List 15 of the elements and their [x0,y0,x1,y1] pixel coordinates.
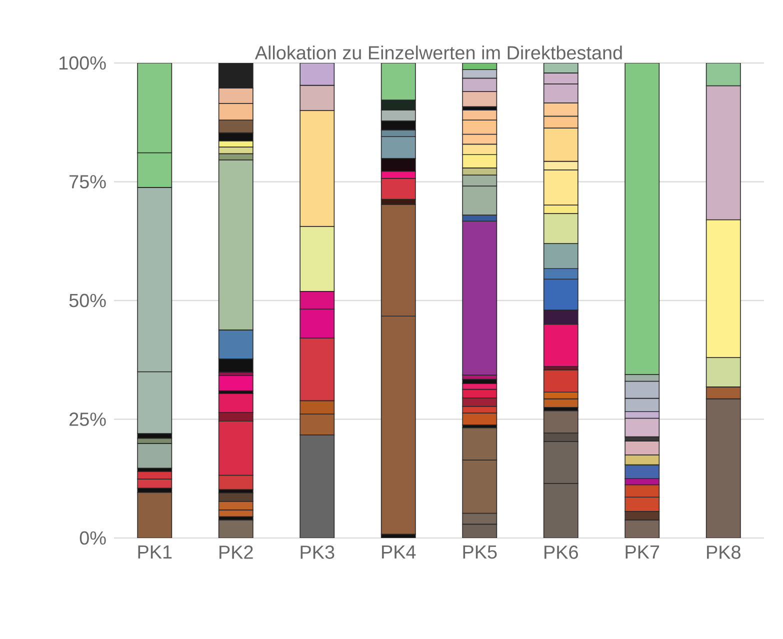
y-tick-label: 75% [70,175,106,188]
y-tick-label: 100% [60,56,106,70]
x-tick-label: PK5 [463,546,497,559]
chart-title: Allokation zu Einzelwerten im Direktbestand [254,46,622,60]
x-tick-label: PK4 [382,546,416,559]
x-tick-label: PK3 [300,546,334,559]
x-tick-label: PK1 [138,546,172,559]
x-tick-label: PK6 [544,546,578,559]
y-tick-label: 25% [70,412,106,426]
y-tick-label: 50% [69,294,106,308]
bar [218,375,254,392]
y-tick-label: 0% [80,531,106,545]
x-tick-label: PK7 [626,546,660,559]
x-tick-label: PK2 [220,546,253,559]
x-tick-label: PK8 [707,546,740,559]
